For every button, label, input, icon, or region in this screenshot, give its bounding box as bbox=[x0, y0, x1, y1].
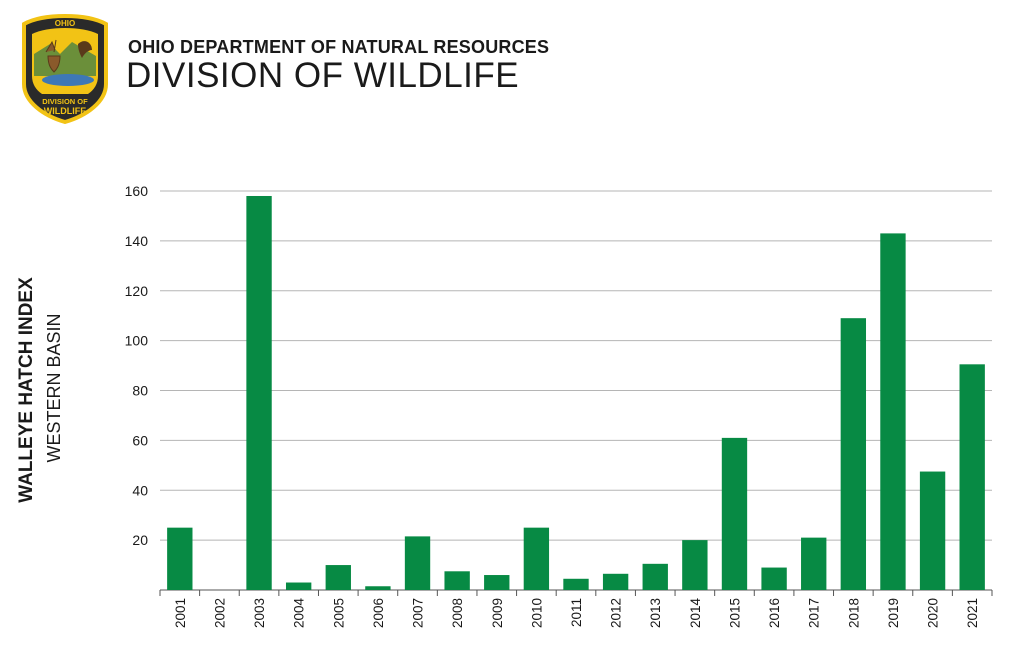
division-name: DIVISION OF WILDLIFE bbox=[126, 56, 520, 95]
y-tick-label: 100 bbox=[125, 333, 149, 349]
bar bbox=[761, 567, 787, 590]
bar bbox=[404, 536, 431, 590]
x-tick-label: 2014 bbox=[688, 598, 703, 629]
x-tick-label: 2004 bbox=[292, 598, 307, 629]
x-tick-label: 2019 bbox=[886, 598, 901, 628]
y-tick-label: 20 bbox=[132, 532, 148, 548]
bar bbox=[246, 195, 272, 591]
x-tick-label: 2003 bbox=[252, 598, 267, 628]
logo-bottom-text-2: WILDLIFE bbox=[44, 106, 87, 116]
bar bbox=[682, 540, 708, 590]
y-tick-label: 140 bbox=[125, 233, 149, 249]
bar bbox=[484, 575, 510, 590]
logo-bottom-text-1: DIVISION OF bbox=[42, 97, 88, 106]
x-tick-label: 2021 bbox=[965, 598, 980, 628]
bar bbox=[444, 571, 470, 590]
y-tick-label: 60 bbox=[132, 432, 148, 448]
x-tick-label: 2002 bbox=[212, 598, 227, 628]
x-tick-label: 2007 bbox=[411, 598, 426, 628]
bar bbox=[959, 364, 985, 590]
bar bbox=[325, 565, 351, 590]
x-tick-label: 2016 bbox=[767, 598, 782, 628]
org-name: OHIO DEPARTMENT OF NATURAL RESOURCES bbox=[128, 37, 550, 57]
x-tick-label: 2009 bbox=[490, 598, 505, 628]
x-tick-label: 2010 bbox=[529, 598, 544, 628]
bar bbox=[602, 573, 629, 590]
bar bbox=[721, 437, 748, 590]
x-tick-label: 2013 bbox=[648, 598, 663, 628]
x-tick-label: 2008 bbox=[450, 598, 465, 628]
x-tick-label: 2011 bbox=[569, 598, 584, 627]
x-tick-label: 2017 bbox=[807, 598, 822, 628]
ohio-wildlife-logo: OHIO DIVISION OF WILDLIFE bbox=[22, 14, 108, 124]
bar bbox=[801, 537, 827, 590]
header: OHIO DIVISION OF WILDLIFE OHIO DEPARTMEN… bbox=[0, 0, 1024, 130]
logo-top-text: OHIO bbox=[55, 19, 75, 28]
y-tick-label: 40 bbox=[132, 482, 148, 498]
bar bbox=[285, 582, 312, 590]
x-tick-label: 2012 bbox=[609, 598, 624, 628]
bar bbox=[563, 578, 589, 590]
bar bbox=[642, 563, 668, 590]
x-tick-label: 2006 bbox=[371, 598, 386, 628]
bar bbox=[523, 527, 550, 590]
x-tick-label: 2018 bbox=[846, 598, 861, 628]
x-tick-label: 2005 bbox=[331, 598, 346, 628]
x-tick-label: 2015 bbox=[727, 598, 742, 628]
y-tick-label: 80 bbox=[132, 383, 148, 399]
x-tick-label: 2020 bbox=[926, 598, 941, 628]
bar bbox=[840, 318, 867, 590]
x-tick-label: 2001 bbox=[173, 598, 188, 628]
bar bbox=[919, 471, 946, 590]
bar bbox=[365, 586, 391, 590]
y-tick-label: 120 bbox=[125, 283, 149, 299]
y-tick-label: 160 bbox=[125, 183, 149, 199]
bar bbox=[167, 527, 193, 590]
bar bbox=[880, 233, 906, 591]
